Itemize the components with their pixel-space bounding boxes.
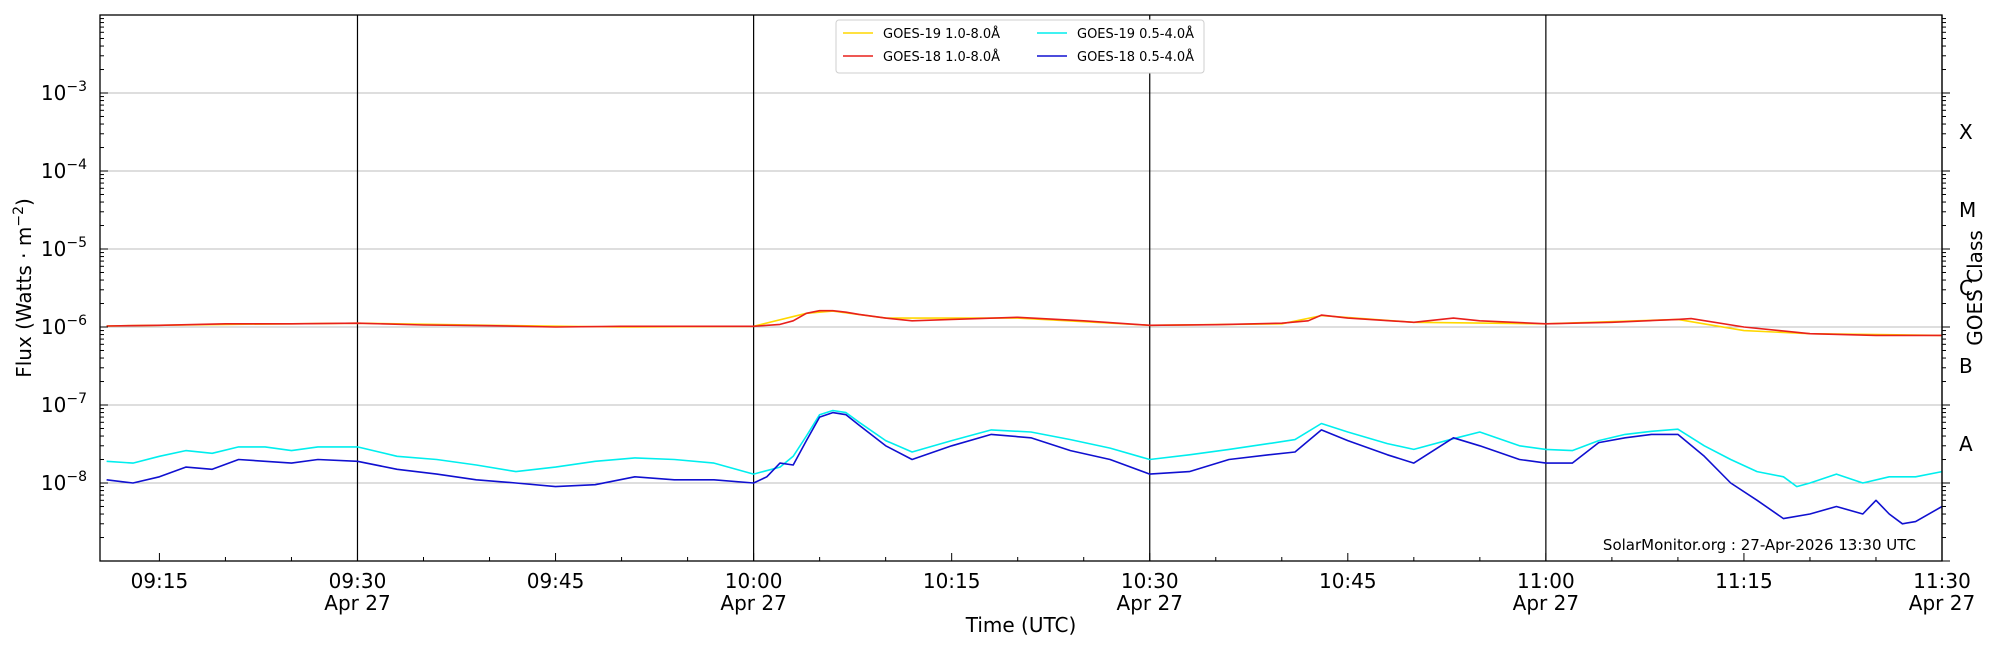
- legend-label-2: GOES-19 0.5-4.0Å: [1077, 26, 1194, 42]
- y-tick-exponent: −7: [66, 391, 87, 407]
- x-tick-label-8: 11:15: [1715, 569, 1773, 593]
- legend-label-0: GOES-19 1.0-8.0Å: [883, 26, 1000, 42]
- y-tick-base: 10: [41, 237, 66, 261]
- y-tick-label-1: 10−7: [41, 391, 87, 417]
- x-tick-date-1: Apr 27: [324, 591, 390, 615]
- credit-text: SolarMonitor.org : 27-Apr-2026 13:30 UTC: [1603, 536, 1916, 554]
- y-tick-exponent: −8: [66, 469, 87, 485]
- x-tick-label-5: 10:30: [1121, 569, 1179, 593]
- goes-class-M: M: [1959, 198, 1976, 222]
- y-tick-label-0: 10−8: [41, 469, 87, 495]
- x-tick-date-7: Apr 27: [1513, 591, 1579, 615]
- grid-layer: [100, 92, 1942, 484]
- y-tick-exponent: −4: [66, 157, 87, 173]
- y-tick-base: 10: [41, 393, 66, 417]
- vertical-line-layer: [356, 15, 1943, 561]
- x-tick-label-1: 09:30: [329, 569, 387, 593]
- legend-label-1: GOES-18 1.0-8.0Å: [883, 49, 1000, 65]
- x-tick-date-5: Apr 27: [1117, 591, 1183, 615]
- y-axis-title-close: ): [12, 198, 36, 206]
- goes-class-A: A: [1959, 432, 1973, 456]
- goes-class-axis-title: GOES Class: [1963, 230, 1987, 346]
- x-axis-title: Time (UTC): [965, 613, 1077, 637]
- x-tick-date-9: Apr 27: [1909, 591, 1975, 615]
- series-line-2: [106, 409, 1943, 488]
- y-tick-exponent: −5: [66, 235, 87, 251]
- y-tick-label-5: 10−3: [41, 79, 87, 105]
- legend: GOES-19 1.0-8.0Å GOES-18 1.0-8.0Å GOES-19 …: [835, 19, 1205, 74]
- goes-class-C: C: [1959, 276, 1973, 300]
- x-tick-label-2: 09:45: [527, 569, 585, 593]
- x-tick-label-3: 10:00: [725, 569, 783, 593]
- x-tick-label-9: 11:30: [1913, 569, 1971, 593]
- y-tick-base: 10: [41, 159, 66, 183]
- series-line-1: [106, 309, 1942, 337]
- goes-class-X: X: [1959, 120, 1973, 144]
- series-line-3: [106, 411, 1943, 525]
- y-tick-label-4: 10−4: [41, 157, 87, 183]
- x-tick-label-4: 10:15: [923, 569, 981, 593]
- y-axis-title: Flux (Watts · m−2): [11, 198, 36, 378]
- x-tick-label-6: 10:45: [1319, 569, 1377, 593]
- y-axis-title-main: Flux (Watts · m: [12, 227, 36, 378]
- x-tick-label-7: 11:00: [1517, 569, 1575, 593]
- legend-label-3: GOES-18 0.5-4.0Å: [1077, 49, 1194, 65]
- y-tick-base: 10: [41, 471, 66, 495]
- y-tick-exponent: −3: [66, 79, 87, 95]
- y-tick-label-3: 10−5: [41, 235, 87, 261]
- x-tick-date-3: Apr 27: [720, 591, 786, 615]
- y-tick-exponent: −6: [66, 313, 87, 329]
- y-axis-title-superscript: −2: [11, 206, 27, 227]
- plot-frame: [99, 14, 1943, 562]
- series-layer: [106, 309, 1943, 525]
- x-tick-label-0: 09:15: [131, 569, 189, 593]
- legend-box: [835, 19, 1205, 74]
- y-tick-base: 10: [41, 81, 66, 105]
- y-tick-base: 10: [41, 315, 66, 339]
- tick-layer: [100, 18, 1950, 562]
- goes-class-B: B: [1959, 354, 1973, 378]
- y-tick-label-2: 10−6: [41, 313, 87, 339]
